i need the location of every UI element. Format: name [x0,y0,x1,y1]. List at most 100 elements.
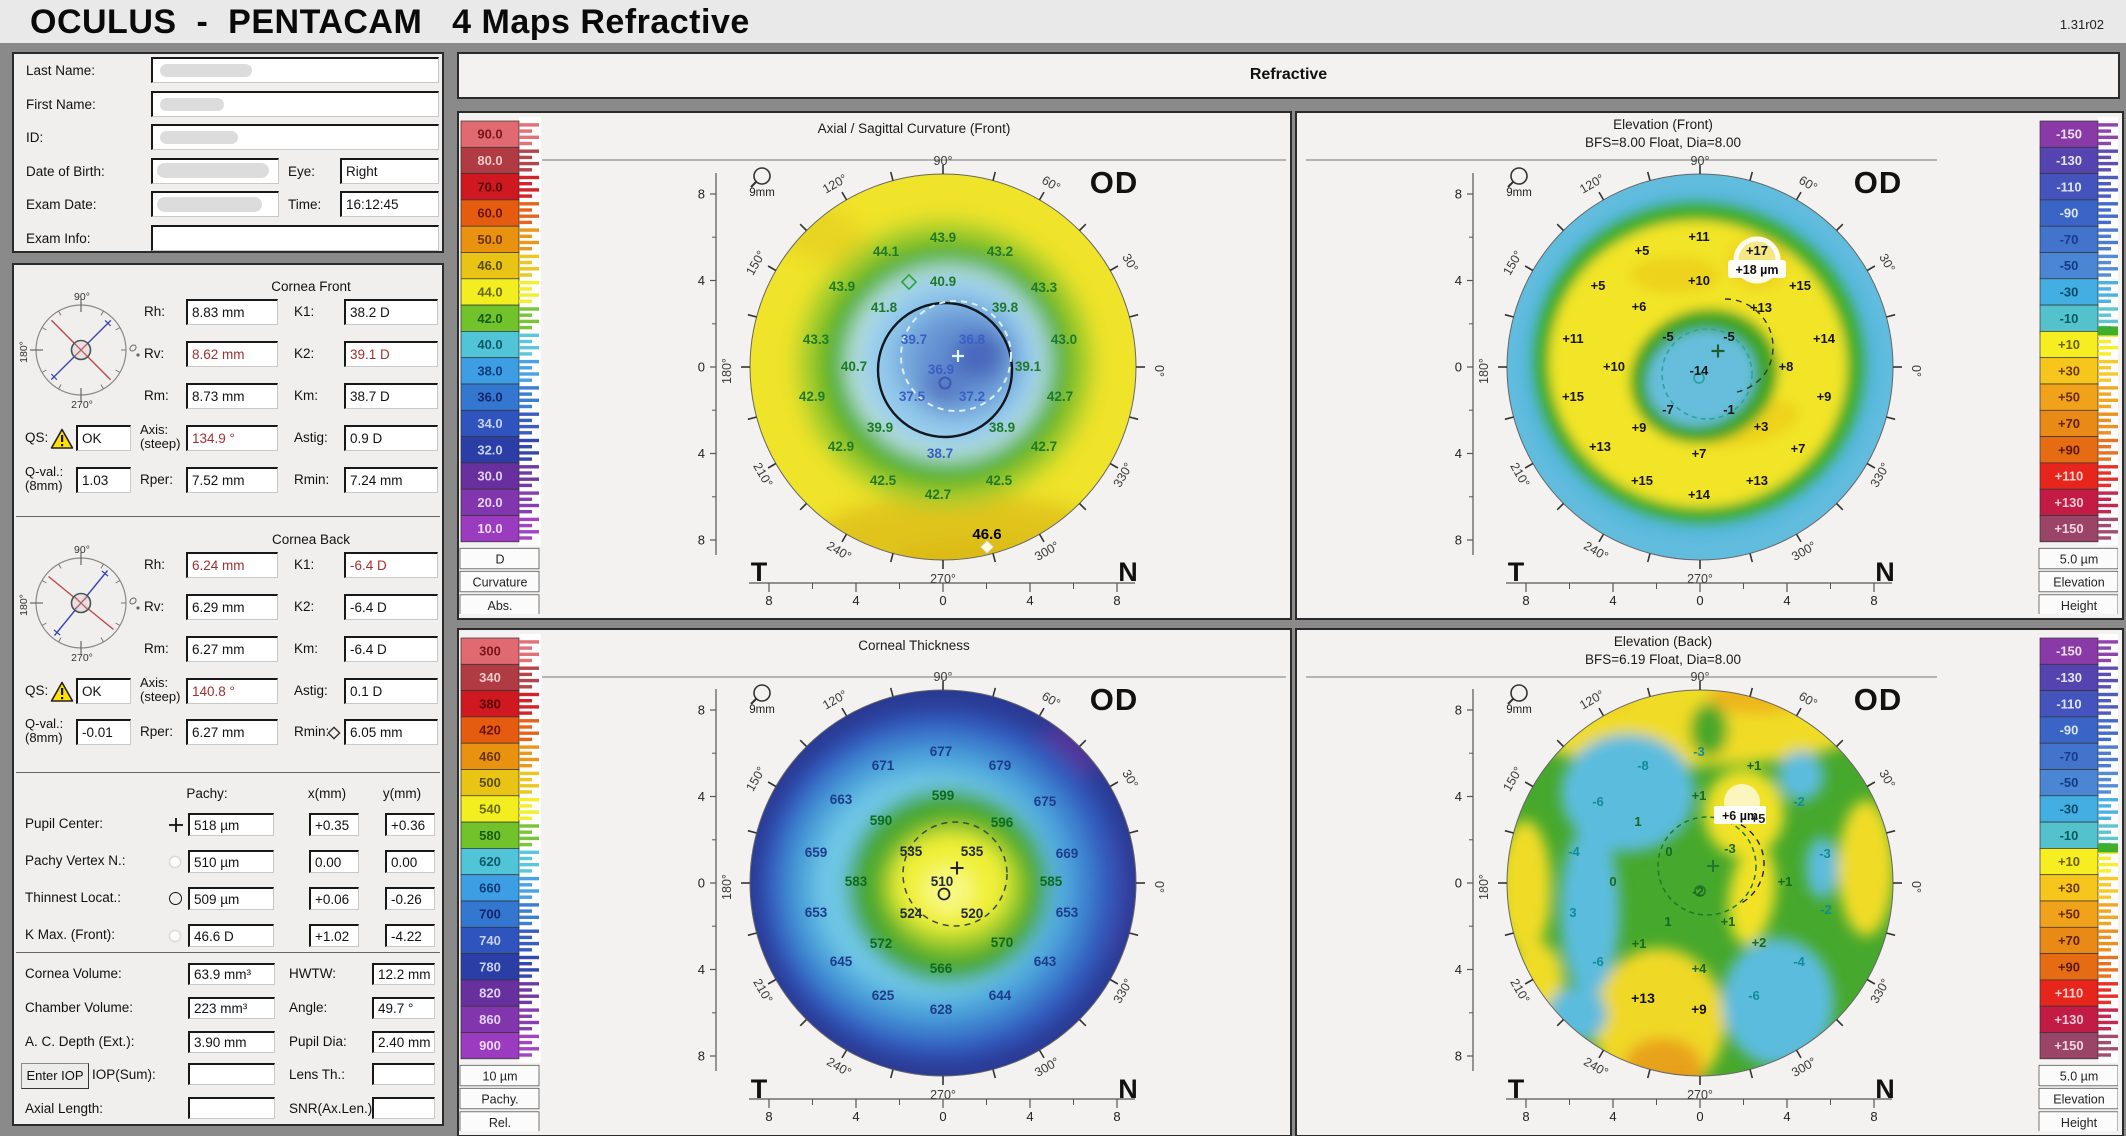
svg-text:210°: 210° [1507,460,1532,489]
svg-text:8: 8 [1870,593,1877,608]
svg-text:644: 644 [989,988,1012,1003]
svg-text:0: 0 [1696,593,1703,608]
svg-text:180°: 180° [18,341,30,363]
svg-text:0: 0 [1665,844,1672,859]
svg-text:0°: 0° [1909,881,1923,893]
svg-text:420: 420 [479,723,501,738]
svg-text:+70: +70 [2058,416,2080,431]
svg-text:+110: +110 [2055,986,2084,1001]
svg-text:-50: -50 [2060,775,2079,790]
svg-text:+1: +1 [1632,936,1647,951]
svg-text:+17: +17 [1746,243,1768,258]
svg-text:4: 4 [1026,1109,1033,1124]
svg-text:4: 4 [698,962,705,977]
svg-text:+10: +10 [2058,337,2080,352]
svg-text:620: 620 [479,854,501,869]
svg-text:OD: OD [1090,165,1139,200]
svg-text:240°: 240° [1581,1055,1610,1080]
svg-text:36.8: 36.8 [959,332,986,347]
svg-text:4: 4 [1783,593,1790,608]
svg-text:Axial / Sagittal Curvature (Fr: Axial / Sagittal Curvature (Front) [818,121,1011,136]
svg-text:60°: 60° [1039,173,1062,195]
svg-text:37.2: 37.2 [959,389,985,404]
svg-text:590: 590 [870,813,893,828]
svg-text:+7: +7 [1692,446,1707,461]
svg-text:T: T [751,557,768,587]
svg-text:+14: +14 [1813,331,1836,346]
svg-text:43.9: 43.9 [930,230,956,245]
svg-text:-4: -4 [1568,844,1580,859]
svg-text:330°: 330° [1111,460,1136,489]
svg-text:+90: +90 [2058,959,2080,974]
svg-text:+5: +5 [1751,811,1766,826]
svg-text:34.0: 34.0 [477,416,502,431]
svg-text:+15: +15 [1631,473,1653,488]
svg-text:599: 599 [932,788,955,803]
svg-text:8: 8 [698,1049,705,1064]
svg-text:+1: +1 [1692,788,1707,803]
svg-text:Pachy.: Pachy. [481,1092,518,1106]
svg-text:0°: 0° [1152,881,1166,893]
svg-text:180°: 180° [720,874,734,900]
svg-text:8: 8 [1113,593,1120,608]
svg-text:677: 677 [930,744,953,759]
svg-text:-6: -6 [1748,988,1760,1003]
svg-text:120°: 120° [820,687,849,712]
svg-text:+9: +9 [1691,1002,1706,1017]
svg-text:+10: +10 [1603,359,1625,374]
svg-text:90°: 90° [74,291,90,303]
svg-text:180°: 180° [18,594,30,616]
svg-text:4: 4 [1026,593,1033,608]
svg-text:270°: 270° [71,399,93,411]
svg-text:8: 8 [765,593,772,608]
svg-text:42.9: 42.9 [799,389,825,404]
svg-text:583: 583 [845,874,868,889]
svg-text:4: 4 [698,446,705,461]
svg-text:+90: +90 [2058,442,2080,457]
svg-text:OD: OD [1854,165,1903,200]
svg-text:9mm: 9mm [1506,187,1532,199]
svg-text:210°: 210° [1507,976,1532,1005]
svg-text:36.0: 36.0 [477,390,502,405]
svg-text:42.7: 42.7 [1047,389,1073,404]
svg-text:60°: 60° [1039,689,1062,711]
svg-text:T: T [1508,557,1525,587]
svg-text:Corneal Thickness: Corneal Thickness [858,638,970,653]
svg-text:-6: -6 [1592,794,1604,809]
svg-text:30.0: 30.0 [477,469,502,484]
svg-text:300: 300 [479,644,501,659]
svg-text:585: 585 [1040,874,1063,889]
svg-text:-150: -150 [2056,127,2082,142]
svg-text:4: 4 [698,273,705,288]
svg-text:10 µm: 10 µm [483,1069,518,1083]
svg-text:60.0: 60.0 [477,206,502,221]
svg-text:+5: +5 [1591,278,1606,293]
svg-text:BFS=6.19 Float, Dia=8.00: BFS=6.19 Float, Dia=8.00 [1585,652,1741,667]
svg-text:8: 8 [1113,1109,1120,1124]
svg-text:42.0: 42.0 [477,311,502,326]
svg-text:-30: -30 [2060,284,2079,299]
svg-text:663: 663 [830,792,853,807]
svg-text:43.0: 43.0 [1051,332,1077,347]
svg-text:596: 596 [991,815,1014,830]
svg-text:659: 659 [805,845,828,860]
svg-text:535: 535 [961,844,984,859]
svg-text:240°: 240° [824,1055,853,1080]
svg-text:Rel.: Rel. [489,1116,511,1130]
svg-text:700: 700 [479,907,501,922]
svg-text:740: 740 [479,933,501,948]
svg-text:+6: +6 [1632,299,1647,314]
svg-text:0: 0 [698,876,705,891]
svg-text:671: 671 [872,758,895,773]
svg-text:653: 653 [1056,905,1079,920]
svg-text:4: 4 [698,789,705,804]
svg-text:Elevation: Elevation [2053,575,2104,589]
svg-text:Abs.: Abs. [487,599,512,613]
svg-text:+7: +7 [1791,441,1806,456]
svg-text:Height: Height [2061,1116,2098,1130]
svg-text:628: 628 [930,1002,953,1017]
svg-text:46.6: 46.6 [972,526,1001,543]
svg-text:8: 8 [698,703,705,718]
svg-text:+15: +15 [1789,278,1811,293]
svg-text:30°: 30° [1119,767,1141,790]
